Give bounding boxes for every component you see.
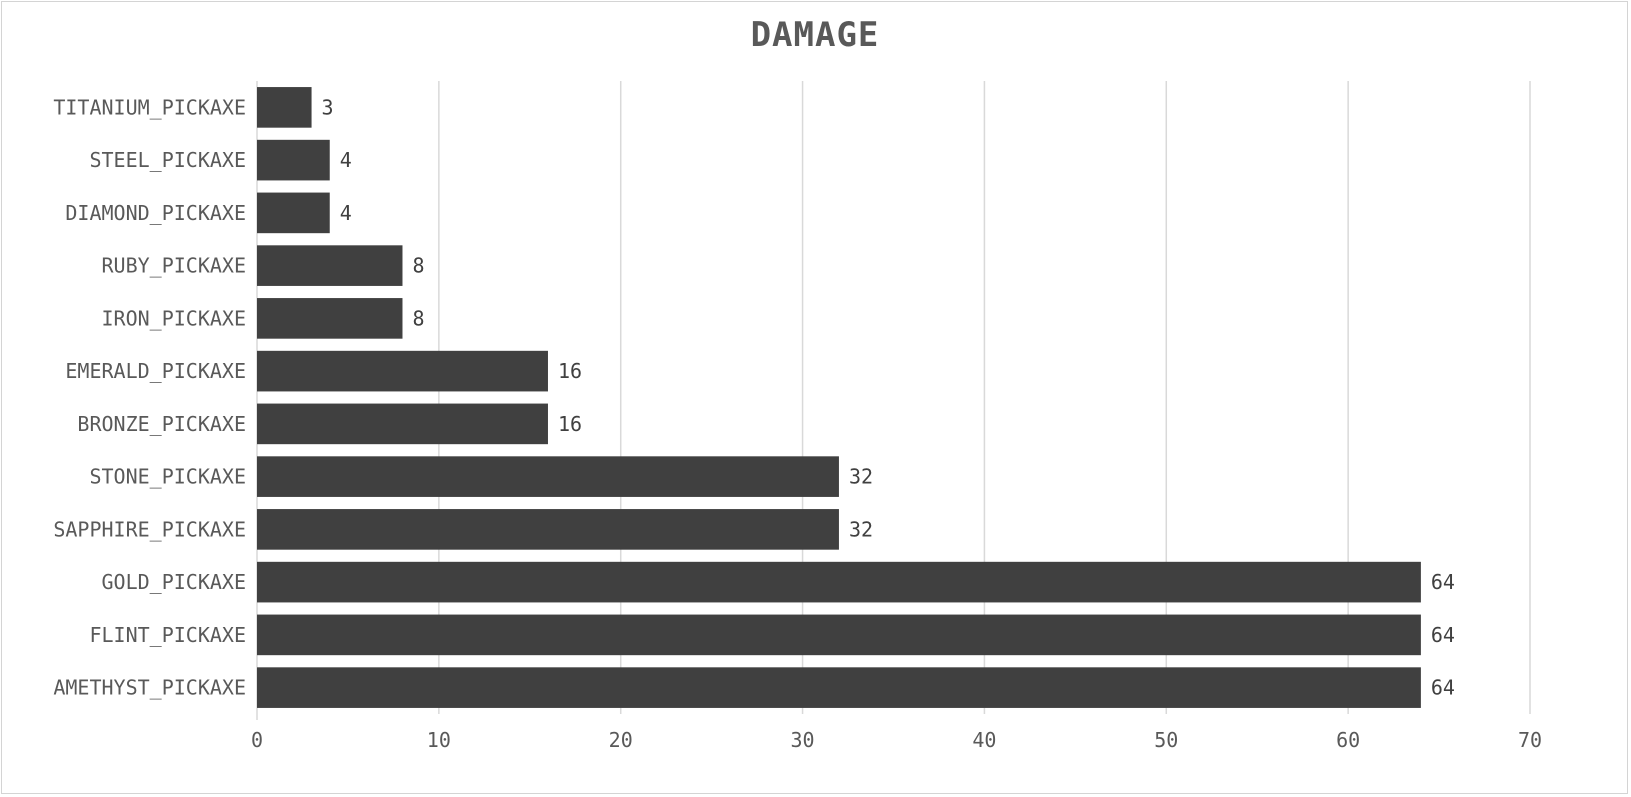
data-label: 16	[558, 412, 582, 436]
data-label: 64	[1431, 623, 1455, 647]
bar-flint-pickaxe	[257, 614, 1421, 656]
bar-sapphire-pickaxe	[257, 509, 839, 550]
bar-titanium-pickaxe	[257, 87, 312, 128]
category-label: SAPPHIRE_PICKAXE	[53, 517, 246, 541]
gridlines	[256, 81, 1531, 720]
category-label: DIAMOND_PICKAXE	[65, 201, 246, 225]
bar-stone-pickaxe	[257, 456, 839, 497]
category-labels: TITANIUM_PICKAXE STEEL_PICKAXE DIAMOND_PIC…	[53, 95, 246, 699]
chart-title: DAMAGE	[751, 15, 880, 55]
data-labels: 3 4 4 8 8 16 16 32 32 64 64 64	[322, 95, 1455, 699]
category-label: FLINT_PICKAXE	[89, 623, 246, 647]
category-label: RUBY_PICKAXE	[102, 254, 247, 278]
x-tick-label-20: 20	[609, 728, 633, 752]
bar-diamond-pickaxe	[257, 192, 330, 234]
category-label: GOLD_PICKAXE	[102, 570, 247, 594]
bar-bronze-pickaxe	[257, 403, 548, 445]
data-label: 16	[558, 359, 582, 383]
x-tick-label-30: 30	[791, 728, 815, 752]
bar-steel-pickaxe	[257, 139, 330, 181]
x-tick-label-70: 70	[1518, 728, 1542, 752]
category-label: AMETHYST_PICKAXE	[53, 676, 246, 700]
x-tick-label-40: 40	[972, 728, 996, 752]
x-tick-label-0: 0	[251, 728, 263, 752]
category-label: IRON_PICKAXE	[102, 306, 247, 330]
data-label: 4	[340, 201, 352, 225]
data-label: 32	[849, 517, 873, 541]
data-label: 3	[322, 95, 334, 119]
data-label: 4	[340, 148, 352, 172]
category-label: TITANIUM_PICKAXE	[53, 95, 246, 119]
data-label: 32	[849, 465, 873, 489]
bar-iron-pickaxe	[257, 298, 403, 339]
category-label: EMERALD_PICKAXE	[65, 359, 246, 383]
x-tick-labels: 0 10 20 30 40 50 60 70	[251, 728, 1542, 752]
data-label: 8	[412, 306, 424, 330]
bar-emerald-pickaxe	[257, 350, 548, 392]
category-label: STEEL_PICKAXE	[89, 148, 246, 172]
category-label: STONE_PICKAXE	[89, 465, 246, 489]
bars	[257, 87, 1421, 708]
bar-gold-pickaxe	[257, 561, 1421, 603]
bar-amethyst-pickaxe	[257, 667, 1421, 708]
bar-ruby-pickaxe	[257, 245, 403, 286]
category-label: BRONZE_PICKAXE	[77, 412, 246, 436]
x-tick-label-10: 10	[427, 728, 451, 752]
data-label: 64	[1431, 570, 1455, 594]
data-label: 8	[412, 254, 424, 278]
x-tick-label-60: 60	[1336, 728, 1360, 752]
data-label: 64	[1431, 676, 1455, 700]
x-tick-label-50: 50	[1154, 728, 1178, 752]
